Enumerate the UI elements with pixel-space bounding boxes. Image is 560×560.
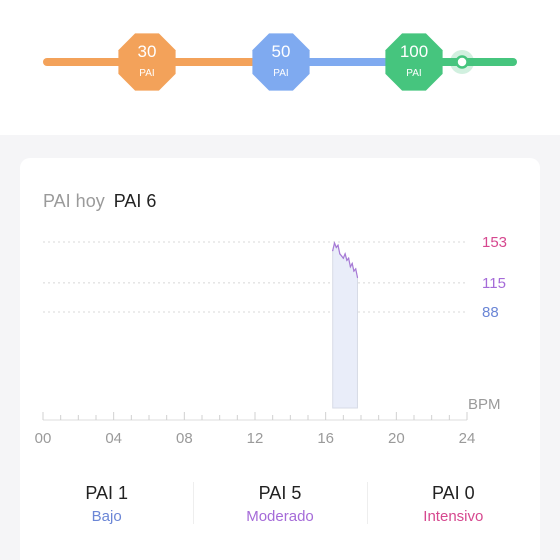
heart-rate-point — [342, 257, 344, 259]
x-tick-label: 12 — [247, 430, 264, 447]
stat-intense: PAI 0 Intensivo — [366, 478, 540, 528]
milestone-badge-30: 30 PAI — [118, 33, 176, 91]
x-tick-label: 20 — [388, 430, 405, 447]
milestone-value: 30 — [138, 42, 157, 61]
stat-intense-value: PAI 0 — [431, 483, 475, 503]
pai-progress-section: 30 PAI 50 PAI 100 PAI — [0, 0, 560, 135]
x-tick-label: 00 — [35, 430, 52, 447]
stat-moderate-value: PAI 5 — [258, 483, 302, 503]
x-tick-label: 16 — [317, 430, 334, 447]
x-tick-label: 04 — [105, 430, 122, 447]
threshold-label-153: 153 — [482, 234, 507, 251]
stat-low-value: PAI 1 — [85, 483, 129, 503]
stat-moderate-label: Moderado — [246, 508, 314, 525]
stat-moderate: PAI 5 Moderado — [193, 478, 366, 528]
milestone-value: 100 — [400, 42, 428, 61]
milestone-badge-100: 100 PAI — [385, 33, 443, 91]
milestone-octagon — [118, 33, 176, 91]
x-tick-label: 24 — [459, 430, 476, 447]
heart-rate-point — [332, 250, 334, 252]
milestone-unit: PAI — [406, 68, 421, 79]
milestone-unit: PAI — [139, 68, 154, 79]
pai-progress-track: 30 PAI 50 PAI 100 PAI — [43, 33, 517, 91]
heart-rate-point — [349, 266, 351, 268]
x-tick-label: 08 — [176, 430, 193, 447]
milestone-octagon — [385, 33, 443, 91]
heart-rate-point — [337, 244, 339, 246]
milestone-badge-50: 50 PAI — [252, 33, 310, 91]
current-level-marker — [450, 50, 475, 74]
heart-rate-point — [335, 246, 337, 248]
threshold-label-115: 115 — [482, 275, 506, 292]
heart-rate-point — [355, 268, 357, 270]
heart-rate-chart: 153 115 88 BPM 00 04 08 12 16 20 24 — [35, 234, 507, 447]
heart-rate-point — [353, 270, 355, 272]
heart-rate-point — [339, 253, 341, 255]
milestone-octagon — [252, 33, 310, 91]
heart-rate-point — [356, 276, 359, 279]
stat-low: PAI 1 Bajo — [20, 478, 193, 528]
pai-today-value: PAI 6 — [113, 191, 157, 211]
heart-rate-point — [344, 253, 346, 255]
y-unit-label: BPM — [468, 396, 501, 413]
heart-rate-point — [351, 262, 353, 265]
stat-intense-label: Intensivo — [423, 508, 484, 525]
milestone-unit: PAI — [273, 68, 288, 79]
pai-today-card: PAI hoy PAI 6 153 115 88 BPM 00 04 08 12 16 20 24 … — [20, 158, 540, 560]
stat-low-label: Bajo — [91, 508, 122, 525]
heart-rate-point — [340, 255, 343, 257]
threshold-label-88: 88 — [482, 304, 499, 321]
heart-rate-point — [346, 259, 348, 261]
pai-today-title: PAI hoy PAI 6 — [43, 191, 156, 212]
heart-rate-point — [333, 242, 336, 244]
pai-intensity-stats: PAI 1 Bajo PAI 5 Moderado PAI 0 Intensiv… — [20, 478, 540, 528]
pai-today-label: PAI hoy — [43, 191, 105, 211]
milestone-value: 50 — [272, 42, 291, 61]
heart-rate-point — [348, 257, 350, 259]
